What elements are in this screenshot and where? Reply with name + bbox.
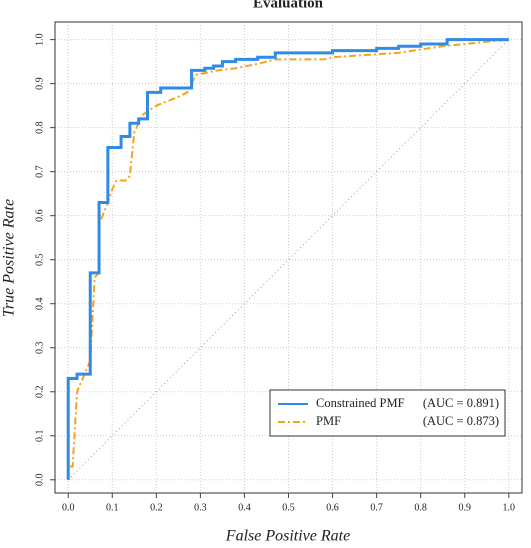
y-tick-label: 0.9 [34,77,45,90]
y-tick-label: 0.4 [34,297,45,310]
y-axis-label: True Positive Rate [1,199,18,317]
y-tick-label: 0.5 [34,253,45,266]
x-tick-label: 0.4 [238,502,251,513]
legend-auc: (AUC = 0.891) [423,396,499,410]
x-tick-label: 0.8 [414,502,427,513]
legend-label: PMF [316,414,341,428]
y-tick-label: 0.2 [34,386,45,399]
y-tick-label: 0.8 [34,121,45,134]
y-tick-label: 0.3 [34,341,45,354]
chart-title: Evaluation [253,0,324,11]
x-tick-label: 0.3 [194,502,207,513]
roc-curve [67,38,509,480]
x-tick-label: 0.2 [150,502,163,513]
x-tick-label: 0.9 [458,502,471,513]
x-tick-label: 0.5 [282,502,295,513]
x-axis-label: False Positive Rate [225,528,350,545]
x-tick-label: 1.0 [503,502,516,513]
y-tick-label: 0.1 [34,430,45,443]
y-tick-label: 0.7 [34,165,45,178]
x-tick-label: 0.0 [62,502,75,513]
x-tick-label: 0.1 [106,502,119,513]
legend-label: Constrained PMF [316,396,405,410]
roc-curve [66,38,509,480]
y-tick-label: 0.6 [34,209,45,222]
x-tick-label: 0.6 [326,502,339,513]
plot-frame [54,21,523,494]
y-tick-label: 1.0 [34,33,45,46]
legend-auc: (AUC = 0.873) [423,414,499,428]
y-tick-label: 0.0 [34,474,45,487]
legend-box [269,389,506,437]
x-tick-label: 0.7 [370,502,383,513]
